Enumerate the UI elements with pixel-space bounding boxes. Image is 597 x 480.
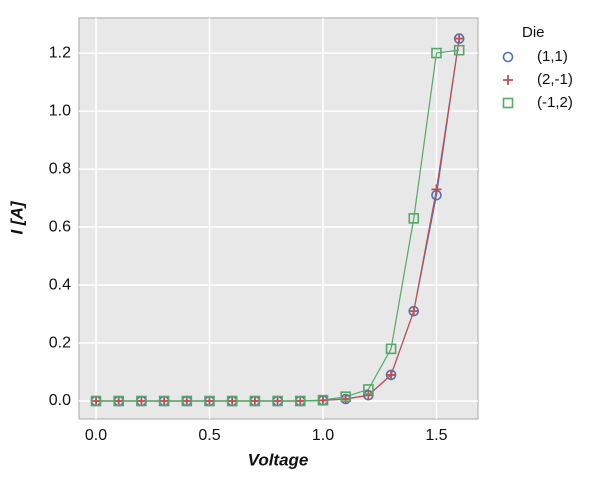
- data-point: [363, 390, 374, 401]
- y-axis-label: I [A]: [7, 200, 26, 234]
- data-point: [340, 393, 351, 404]
- data-point: [204, 396, 215, 407]
- x-tick-label: 0.0: [85, 427, 107, 444]
- y-tick-label: 0.8: [49, 160, 71, 177]
- data-point: [181, 395, 193, 407]
- data-point: [181, 396, 192, 407]
- y-tick-label: 0.0: [49, 392, 71, 409]
- data-point: [227, 396, 238, 407]
- data-point: [249, 395, 261, 407]
- data-point: [158, 395, 170, 407]
- legend-label: (1,1): [537, 48, 568, 65]
- data-point: [136, 396, 147, 407]
- data-point: [159, 396, 170, 407]
- data-point: [385, 343, 397, 355]
- y-tick-label: 0.6: [49, 218, 71, 235]
- x-axis-label: Voltage: [248, 450, 309, 469]
- data-point: [272, 396, 283, 407]
- data-point: [408, 213, 420, 224]
- y-tick-label: 1.0: [49, 102, 71, 119]
- x-tick-label: 1.0: [312, 427, 334, 444]
- data-point: [136, 395, 147, 407]
- data-point: [431, 47, 442, 59]
- data-point: [317, 395, 328, 406]
- y-tick-label: 0.4: [49, 276, 71, 293]
- data-point: [454, 33, 465, 44]
- legend-marker: [503, 75, 513, 85]
- legend-marker: [502, 97, 514, 109]
- data-point: [226, 395, 238, 407]
- y-tick-label: 0.2: [49, 334, 71, 351]
- data-point: [294, 395, 306, 407]
- data-point: [363, 384, 374, 395]
- data-point: [90, 395, 102, 407]
- data-point: [340, 391, 351, 402]
- legend-label: (2,-1): [537, 71, 573, 88]
- data-point: [386, 369, 397, 380]
- data-point: [249, 396, 260, 407]
- legend-marker: [502, 51, 514, 63]
- data-point: [453, 44, 465, 56]
- plot-area: [78, 17, 479, 420]
- data-point: [204, 395, 215, 407]
- data-point: [113, 395, 125, 407]
- data-point: [431, 184, 442, 195]
- x-tick-label: 1.5: [425, 427, 447, 444]
- legend-title: Die: [522, 24, 545, 41]
- data-point: [91, 396, 102, 407]
- data-point: [272, 395, 283, 407]
- data-point: [113, 396, 124, 407]
- x-tick-label: 0.5: [198, 427, 220, 444]
- legend-label: (-1,2): [537, 94, 573, 111]
- y-tick-label: 1.2: [49, 44, 71, 61]
- data-point: [408, 306, 419, 317]
- data-point: [317, 394, 329, 406]
- data-point: [295, 396, 306, 407]
